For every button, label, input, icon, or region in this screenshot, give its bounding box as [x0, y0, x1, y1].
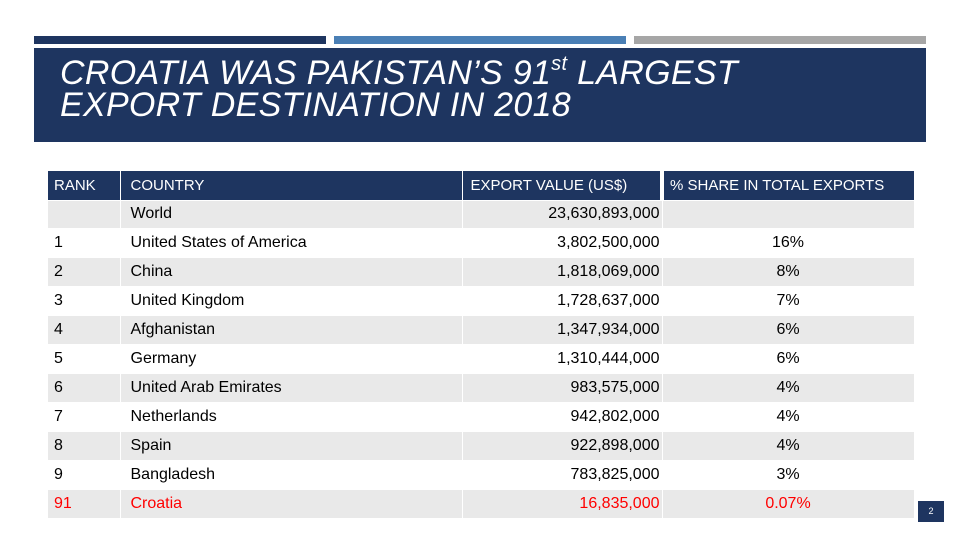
- table-row: 6 United Arab Emirates 983,575,000 4%: [48, 373, 915, 403]
- cell-rank: 91: [48, 489, 121, 519]
- cell-export-value: 1,818,069,000: [462, 257, 663, 287]
- table-header-row: RANK COUNTRY EXPORT VALUE (US$) % SHARE …: [48, 171, 915, 201]
- cell-export-value: 1,310,444,000: [462, 344, 663, 374]
- exports-table: RANK COUNTRY EXPORT VALUE (US$) % SHARE …: [48, 171, 915, 519]
- cell-share: [662, 200, 915, 229]
- header-export-value: EXPORT VALUE (US$): [462, 171, 663, 201]
- cell-share: 3%: [662, 460, 915, 490]
- cell-share: 4%: [662, 431, 915, 461]
- cell-country: United Kingdom: [120, 286, 463, 316]
- cell-export-value: 983,575,000: [462, 373, 663, 403]
- cell-export-value: 922,898,000: [462, 431, 663, 461]
- cell-share: 7%: [662, 286, 915, 316]
- page-number: 2: [918, 501, 944, 522]
- cell-share: 16%: [662, 228, 915, 258]
- cell-share: 4%: [662, 373, 915, 403]
- cell-country: United Arab Emirates: [120, 373, 463, 403]
- accent-bar-navy: [34, 36, 326, 44]
- table-row: 4 Afghanistan 1,347,934,000 6%: [48, 315, 915, 345]
- cell-share: 6%: [662, 315, 915, 345]
- slide-title: CROATIA WAS PAKISTAN’S 91st LARGEST EXPOR…: [60, 54, 738, 124]
- cell-export-value: 783,825,000: [462, 460, 663, 490]
- accent-bar-blue: [334, 36, 626, 44]
- cell-rank: 5: [48, 344, 121, 374]
- cell-country: Bangladesh: [120, 460, 463, 490]
- cell-country: Germany: [120, 344, 463, 374]
- table-row: 5 Germany 1,310,444,000 6%: [48, 344, 915, 374]
- table-row-croatia: 91 Croatia 16,835,000 0.07%: [48, 489, 915, 519]
- table-row: 2 China 1,818,069,000 8%: [48, 257, 915, 287]
- cell-country: Spain: [120, 431, 463, 461]
- cell-export-value: 942,802,000: [462, 402, 663, 432]
- header-country: COUNTRY: [120, 171, 463, 201]
- cell-rank: 6: [48, 373, 121, 403]
- cell-share: 0.07%: [662, 489, 915, 519]
- cell-rank: 8: [48, 431, 121, 461]
- cell-country: United States of America: [120, 228, 463, 258]
- header-share: % SHARE IN TOTAL EXPORTS: [660, 171, 915, 201]
- title-superscript: st: [551, 53, 568, 75]
- cell-rank: 9: [48, 460, 121, 490]
- cell-share: 6%: [662, 344, 915, 374]
- cell-rank: 1: [48, 228, 121, 258]
- cell-rank: 3: [48, 286, 121, 316]
- cell-export-value: 1,347,934,000: [462, 315, 663, 345]
- cell-rank: 2: [48, 257, 121, 287]
- table-row-world: World 23,630,893,000: [48, 200, 915, 229]
- table-row: 7 Netherlands 942,802,000 4%: [48, 402, 915, 432]
- title-line1-post: LARGEST: [567, 54, 738, 92]
- cell-rank: 4: [48, 315, 121, 345]
- title-line2: EXPORT DESTINATION IN 2018: [60, 86, 572, 124]
- cell-rank: [48, 200, 121, 229]
- table-row: 1 United States of America 3,802,500,000…: [48, 228, 915, 258]
- cell-rank: 7: [48, 402, 121, 432]
- title-banner: CROATIA WAS PAKISTAN’S 91st LARGEST EXPOR…: [34, 48, 926, 142]
- cell-country: Afghanistan: [120, 315, 463, 345]
- cell-share: 8%: [662, 257, 915, 287]
- cell-country: Croatia: [120, 489, 463, 519]
- cell-share: 4%: [662, 402, 915, 432]
- cell-country: China: [120, 257, 463, 287]
- accent-bar-gray: [634, 36, 926, 44]
- cell-country: Netherlands: [120, 402, 463, 432]
- title-line1-pre: CROATIA WAS PAKISTAN’S 91: [60, 54, 552, 92]
- table-row: 9 Bangladesh 783,825,000 3%: [48, 460, 915, 490]
- header-rank: RANK: [48, 171, 121, 201]
- cell-export-value: 23,630,893,000: [462, 200, 663, 229]
- cell-export-value: 1,728,637,000: [462, 286, 663, 316]
- cell-export-value: 16,835,000: [462, 489, 663, 519]
- cell-export-value: 3,802,500,000: [462, 228, 663, 258]
- table-row: 3 United Kingdom 1,728,637,000 7%: [48, 286, 915, 316]
- cell-country: World: [120, 200, 463, 229]
- table-row: 8 Spain 922,898,000 4%: [48, 431, 915, 461]
